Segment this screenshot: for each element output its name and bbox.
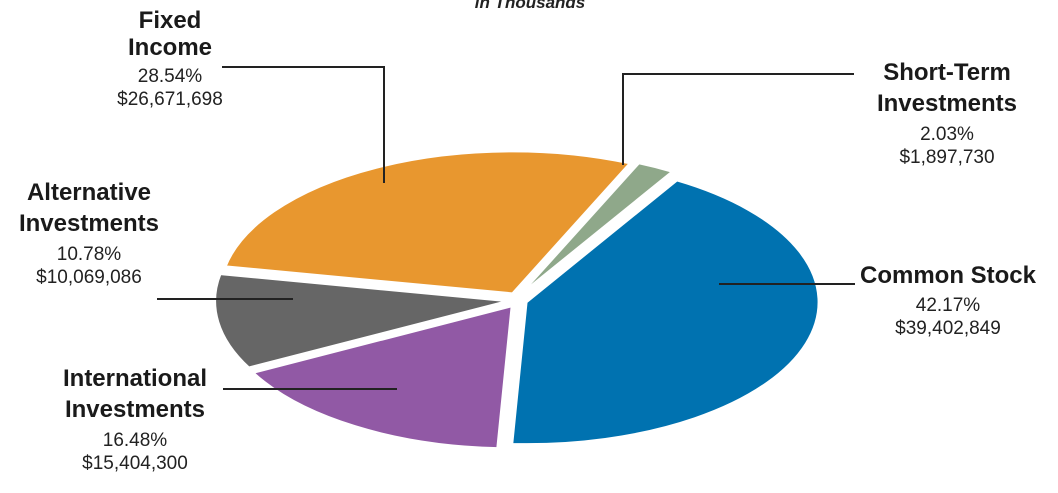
label-international-name-2: Investments [64,396,206,424]
pie-slice-international-investments [251,305,513,450]
label-international-name-1: International [62,365,207,392]
leader-line-fixed-income [222,66,385,183]
label-common-stock-name: Common Stock [859,262,1036,289]
label-alternative-name-2: Investments [18,210,160,238]
label-short-term: Short-Term Investments 2.03% $1,897,730 [862,58,1032,169]
label-international-value: $15,404,300 [82,452,188,474]
label-common-stock-percent: 42.17% [915,295,981,317]
label-short-term-name-2: Investments [876,90,1018,118]
chart-subtitle: in Thousands [474,0,586,12]
label-alternative-name-1: Alternative [26,179,152,206]
label-alternative-value: $10,069,086 [36,266,142,288]
label-alternative-percent: 10.78% [56,243,122,265]
label-fixed-income-name-1: Fixed [138,7,202,34]
label-common-stock-value: $39,402,849 [895,318,1001,340]
pie-slice-common-stock [511,179,820,446]
label-short-term-name-1: Short-Term [883,59,1011,86]
pie-slice-fixed-income [224,150,632,295]
label-international-percent: 16.48% [102,429,168,451]
label-common-stock: Common Stock 42.17% $39,402,849 [858,261,1038,341]
pie-slice-alternative-investments [214,273,508,369]
label-fixed-income-value: $26,671,698 [117,88,223,110]
label-short-term-percent: 2.03% [920,123,974,145]
pie-slice-short-term-investments [520,162,675,295]
label-short-term-value: $1,897,730 [899,146,995,168]
label-fixed-income: Fixed Income 28.54% $26,671,698 [95,6,245,111]
leader-line-short-term [622,73,854,165]
label-alternative: Alternative Investments 10.78% $10,069,0… [5,178,173,289]
label-fixed-income-percent: 28.54% [137,65,203,87]
label-international: International Investments 16.48% $15,404… [45,364,225,475]
label-fixed-income-name-2: Income [127,34,213,62]
